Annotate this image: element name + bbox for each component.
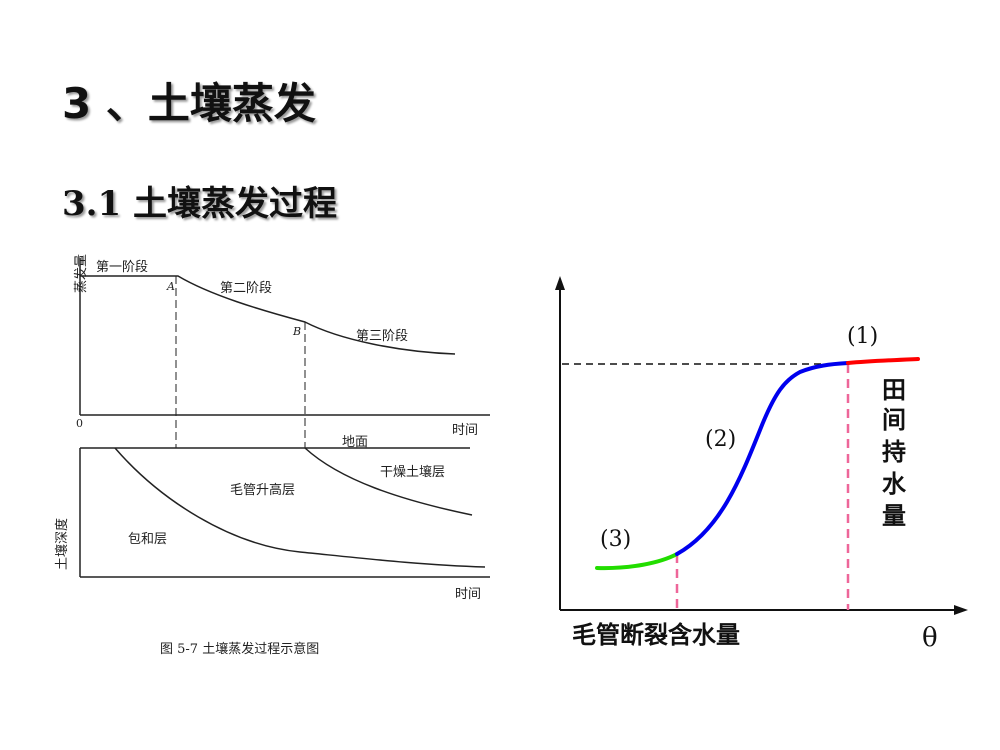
slide-subtitle: 3.1 土壤蒸发过程 (62, 184, 337, 224)
ground-label: 地面 (342, 435, 368, 450)
curve-segment-3 (595, 552, 679, 571)
slide-title: 3 、土壤蒸发 (62, 79, 316, 128)
dry-front-curve (304, 447, 473, 516)
left-figure: 蒸发量 第一阶段 第二阶段 第三阶段 A B 0 时间 地面 干燥土壤层 毛管升… (54, 254, 490, 657)
point-b-label: B (292, 325, 301, 338)
stage1-label: 第一阶段 (96, 260, 148, 275)
label-1: (1) (847, 324, 878, 349)
label-2: (2) (705, 427, 736, 452)
capillary-break-label: 毛管断裂含水量 (572, 620, 740, 649)
x-axis-arrow (954, 605, 968, 615)
right-figure: (1) (2) (3) 田 间 持 水 量 毛管断裂含水量 θ (555, 276, 968, 653)
y-axis-arrow (555, 276, 565, 290)
top-axis-label: 蒸发量 (73, 254, 89, 293)
field-capacity-vertical-label: 田 间 持 水 量 (882, 375, 907, 530)
field-capacity-char-3: 持 (882, 437, 906, 466)
point-a-label: A (166, 280, 175, 293)
field-capacity-char-1: 田 (882, 375, 906, 404)
curve-segment-2 (675, 361, 850, 556)
theta-label: θ (922, 623, 938, 653)
stage2-label: 第二阶段 (220, 281, 272, 296)
capillary-layer-label: 毛管升高层 (230, 482, 295, 498)
dry-layer-label: 干燥土壤层 (380, 464, 445, 480)
saturation-front-curve (114, 447, 486, 568)
field-capacity-char-2: 间 (882, 405, 906, 434)
time-label-top: 时间 (452, 423, 478, 438)
curve-segment-1 (846, 357, 920, 365)
field-capacity-char-5: 量 (882, 501, 906, 530)
origin-label: 0 (76, 417, 83, 430)
stage3-label: 第三阶段 (356, 329, 408, 344)
time-label-bottom: 时间 (455, 587, 481, 602)
field-capacity-char-4: 水 (882, 469, 907, 498)
figure-caption: 图 5-7 土壤蒸发过程示意图 (160, 641, 319, 657)
saturated-layer-label: 包和层 (128, 532, 167, 547)
label-3: (3) (600, 527, 631, 552)
depth-label: 土壤深度 (54, 518, 70, 570)
